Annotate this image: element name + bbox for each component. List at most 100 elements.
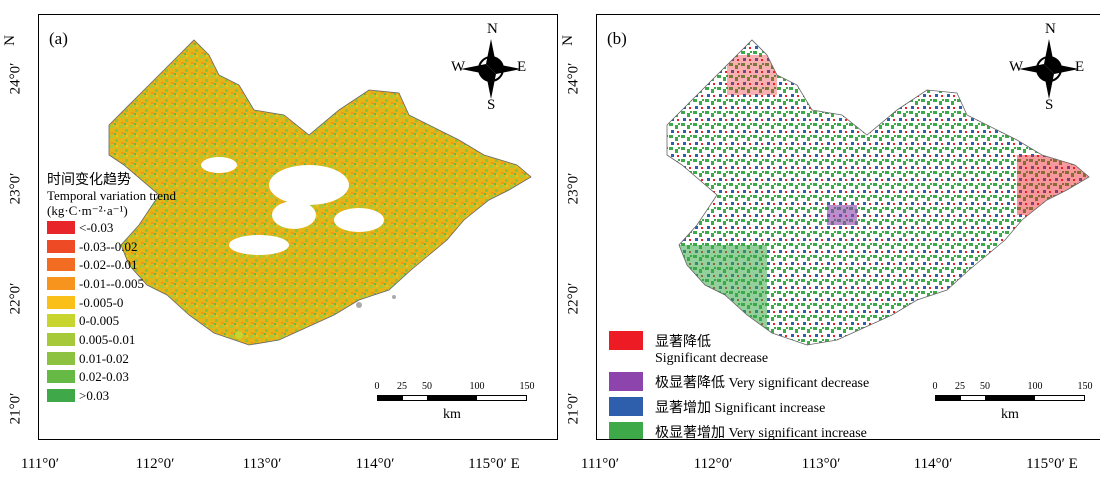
legend-b-item: 极显著增加 Very significant increase xyxy=(609,422,869,440)
legend-a-item: -0.03--0.02 xyxy=(47,237,177,256)
legend-swatch xyxy=(609,372,643,391)
panel-a-label: (a) xyxy=(49,29,68,48)
scale-tick: 25 xyxy=(955,381,965,392)
y-tick-label: N xyxy=(1,35,18,46)
compass-n: N xyxy=(487,21,498,37)
scalebar-a-unit: km xyxy=(443,407,461,422)
legend-label-zh: 显著增加 xyxy=(655,401,711,416)
panel-b-label: (b) xyxy=(607,29,627,48)
north-arrow-icon xyxy=(461,39,521,99)
y-tick-label: 23°0′ xyxy=(7,172,24,205)
compass-w: W xyxy=(1009,59,1024,75)
map-b-region xyxy=(666,39,1090,346)
legend-label: 0.02-0.03 xyxy=(79,369,129,385)
legend-a-item: <-0.03 xyxy=(47,218,177,237)
x-tick-label: 114°0′ xyxy=(913,456,953,472)
legend-label: <-0.03 xyxy=(79,219,114,235)
legend-label: 0-0.005 xyxy=(79,313,120,329)
legend-label: >0.03 xyxy=(79,388,110,404)
scale-tick: 25 xyxy=(397,381,407,392)
legend-swatch xyxy=(609,331,643,350)
legend-a-item: 0.02-0.03 xyxy=(47,368,177,387)
legend-label: 0.005-0.01 xyxy=(79,331,136,347)
compass-e: E xyxy=(517,59,527,75)
legend-label-en: Significant increase xyxy=(714,401,826,416)
legend-swatch xyxy=(47,332,75,346)
scalebar-b-ticks: 0 25 50 100 150 xyxy=(932,381,1093,393)
y-tick-label: 22°0′ xyxy=(565,282,582,315)
y-tick-label: 24°0′ xyxy=(7,62,24,95)
compass-s: S xyxy=(1045,97,1054,113)
scale-tick: 150 xyxy=(1077,381,1093,392)
legend-b-item: 显著降低 Significant decrease xyxy=(609,331,869,367)
compass-w: W xyxy=(451,59,466,75)
legend-label: -0.01--0.005 xyxy=(79,275,144,291)
scale-tick: 0 xyxy=(932,381,938,392)
legend-swatch xyxy=(47,295,75,309)
y-tick-label: 22°0′ xyxy=(7,282,24,315)
y-tick-label: N xyxy=(559,35,576,46)
legend-b-item: 极显著降低 Very significant decrease xyxy=(609,372,869,392)
y-tick-label: 23°0′ xyxy=(565,172,582,205)
legend-a-item: 0.01-0.02 xyxy=(47,349,177,368)
compass-e: E xyxy=(1075,59,1085,75)
x-tick-label: 111°0′ xyxy=(20,456,60,472)
scalebar-a-bar xyxy=(377,395,527,401)
scalebar-a-ticks: 0 25 50 100 150 xyxy=(374,381,535,393)
compass-n: N xyxy=(1045,21,1056,37)
legend-label-en: Very significant decrease xyxy=(728,376,870,391)
x-tick-label: 115°0′ E xyxy=(1026,456,1078,472)
legend-label-zh: 极显著增加 xyxy=(655,426,725,440)
scale-tick: 0 xyxy=(374,381,380,392)
x-tick-label: 112°0′ xyxy=(135,456,175,472)
y-tick-label: 24°0′ xyxy=(565,62,582,95)
scalebar-b-unit: km xyxy=(1001,407,1019,422)
scale-tick: 50 xyxy=(980,381,990,392)
x-tick-label: 113°0′ xyxy=(242,456,282,472)
compass-b: N S E W xyxy=(1009,21,1089,115)
legend-text: 显著降低 Significant decrease xyxy=(655,331,768,367)
legend-swatch xyxy=(47,258,75,272)
legend-swatch xyxy=(47,276,75,290)
legend-a-title-en: Temporal variation trend xyxy=(47,188,177,203)
legend-swatch xyxy=(47,220,75,234)
scalebar-b-bar xyxy=(935,395,1085,401)
legend-a-rows: <-0.03 -0.03--0.02 -0.02--0.01 -0.01--0.005… xyxy=(47,218,177,405)
x-tick-label: 114°0′ xyxy=(355,456,395,472)
legend-label-en: Very significant increase xyxy=(728,426,867,440)
legend-text: 极显著降低 Very significant decrease xyxy=(655,372,869,392)
legend-b: 显著降低 Significant decrease 极显著降低 Very sign… xyxy=(609,331,869,440)
legend-label: -0.02--0.01 xyxy=(79,257,138,273)
map-panel-b: (b) N S E W 显著降低 Significant decrease 极显著… xyxy=(596,14,1100,440)
y-tick-label: 21°0′ xyxy=(7,392,24,425)
legend-a-item: 0.005-0.01 xyxy=(47,330,177,349)
scale-tick: 100 xyxy=(469,381,485,392)
legend-b-item: 显著增加 Significant increase xyxy=(609,397,869,417)
legend-label: -0.005-0 xyxy=(79,294,124,310)
legend-swatch xyxy=(47,370,75,384)
legend-swatch xyxy=(609,397,643,416)
compass-s: S xyxy=(487,97,496,113)
map-panel-a: (a) N S E W 时间变化趋势 Temporal variation tr… xyxy=(38,14,558,440)
legend-label-zh: 显著降低 xyxy=(655,335,711,350)
legend-a-item: 0-0.005 xyxy=(47,311,177,330)
scale-tick: 150 xyxy=(519,381,535,392)
legend-swatch xyxy=(47,389,75,403)
legend-text: 极显著增加 Very significant increase xyxy=(655,422,867,440)
legend-a: 时间变化趋势 Temporal variation trend (kg·C·m⁻… xyxy=(47,173,177,405)
legend-a-unit: (kg·C·m⁻²·a⁻¹) xyxy=(47,203,128,218)
legend-swatch xyxy=(47,314,75,328)
legend-swatch xyxy=(609,422,643,439)
legend-a-title-zh: 时间变化趋势 xyxy=(47,173,131,188)
north-arrow-icon xyxy=(1019,39,1079,99)
legend-label-zh: 极显著降低 xyxy=(655,376,725,391)
map-a-region xyxy=(108,39,532,346)
legend-a-item: >0.03 xyxy=(47,386,177,405)
legend-label: 0.01-0.02 xyxy=(79,350,129,366)
y-tick-label: 21°0′ xyxy=(565,392,582,425)
x-tick-label: 113°0′ xyxy=(801,456,841,472)
legend-swatch xyxy=(47,239,75,253)
scale-tick: 100 xyxy=(1027,381,1043,392)
scalebar-b: 0 25 50 100 150 km xyxy=(932,381,1093,431)
legend-label-en: Significant decrease xyxy=(655,351,769,366)
